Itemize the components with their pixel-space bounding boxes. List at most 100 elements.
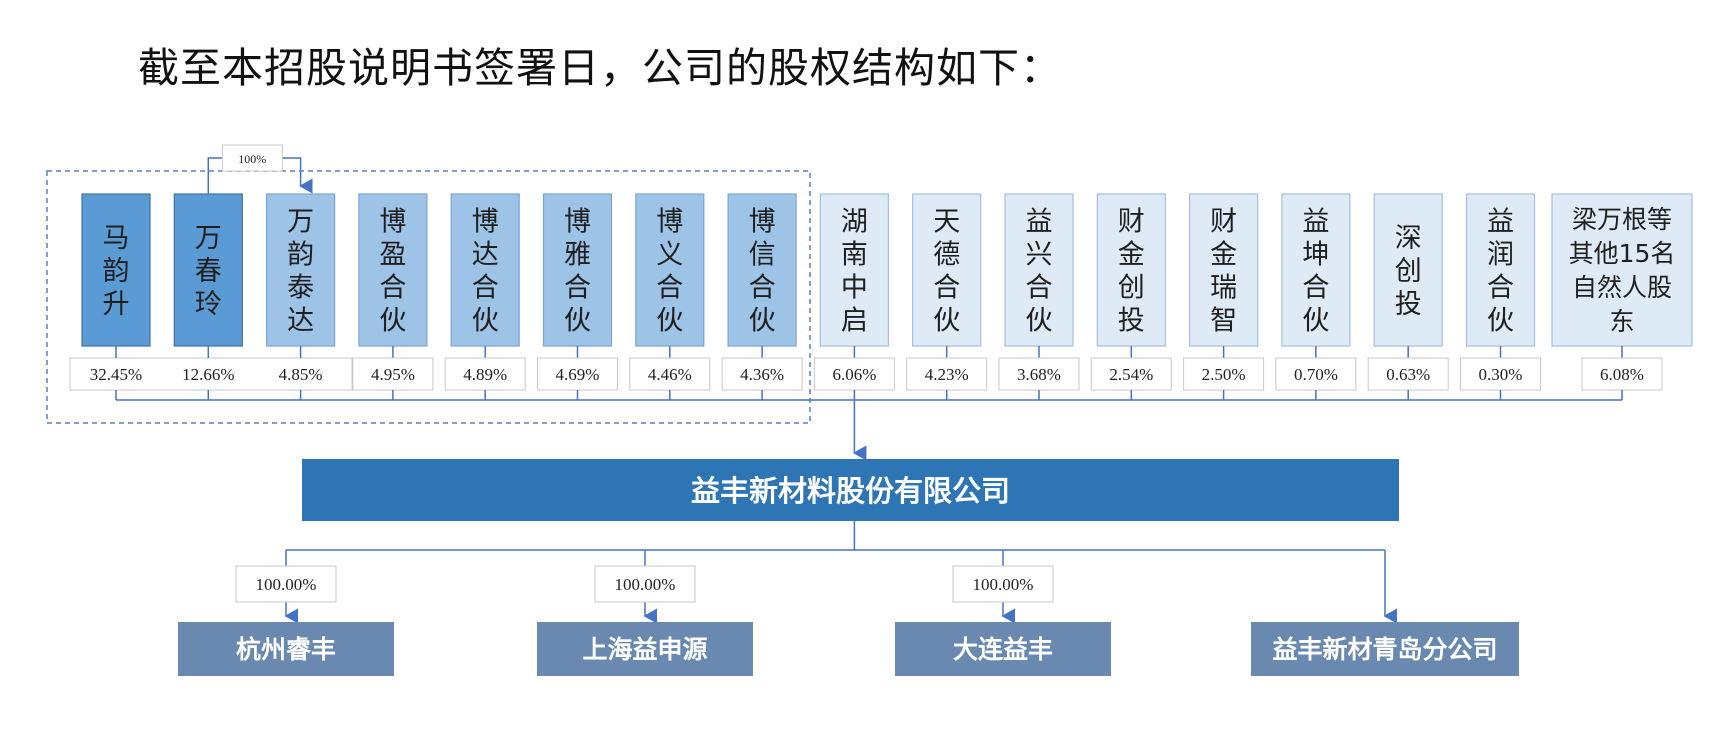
subsidiary-name: 上海益申源	[582, 635, 707, 664]
shareholder-box	[1373, 193, 1443, 347]
pct-label-box	[1367, 357, 1449, 391]
shareholder-name-char: 达	[472, 240, 499, 271]
shareholder-name-char: 深	[1395, 223, 1422, 254]
shareholder-name-char: 益	[1026, 207, 1053, 238]
shareholder-name-char: 伙	[749, 306, 776, 337]
shareholder-name-char: 伙	[656, 306, 683, 337]
shareholder-name-char: 合	[749, 273, 776, 304]
pct-label-box	[906, 357, 988, 391]
pct-label-box	[721, 357, 803, 391]
shareholder-box	[727, 193, 797, 347]
pct-label-box	[444, 357, 526, 391]
shareholder-pct: 6.08%	[1600, 365, 1644, 384]
pct-label-box	[813, 357, 895, 391]
shareholder-box	[635, 193, 705, 347]
shareholder-pct: 0.30%	[1479, 365, 1523, 384]
shareholder-name-char: 韵	[103, 256, 130, 287]
shareholder-pct: 4.85%	[279, 365, 323, 384]
shareholder-pct: 4.89%	[463, 365, 507, 384]
shareholder-pct: 0.70%	[1294, 365, 1338, 384]
pct-label-box	[1183, 357, 1265, 391]
pct-label-box	[998, 357, 1080, 391]
shareholder-name-char: 升	[103, 289, 130, 320]
pct-label-box	[537, 357, 618, 391]
shareholder-box	[1004, 193, 1074, 347]
shareholder-name-char: 玲	[195, 289, 222, 320]
shareholder-pct: 4.69%	[556, 365, 600, 384]
shareholder-pct: 32.45%	[90, 365, 142, 384]
shareholder-box	[1551, 193, 1693, 347]
shareholder-box	[912, 193, 982, 347]
shareholder-pct: 4.46%	[648, 365, 692, 384]
shareholder-name-char: 金	[1210, 240, 1237, 271]
shareholder-box	[266, 193, 336, 347]
shareholder-name: 其他15名	[1569, 239, 1676, 268]
shareholder-pct: 3.68%	[1017, 365, 1061, 384]
shareholder-name-char: 金	[1118, 240, 1145, 271]
shareholder-name-char: 伙	[564, 306, 591, 337]
shareholder-name-char: 合	[472, 273, 499, 304]
shareholder-name-char: 启	[841, 306, 868, 337]
shareholder-name-char: 博	[472, 207, 499, 238]
shareholder-name-char: 财	[1118, 207, 1145, 238]
shareholder-pct: 2.54%	[1109, 365, 1153, 384]
shareholder-name-char: 博	[379, 207, 406, 238]
shareholder-name-char: 投	[1118, 306, 1145, 337]
shareholder-name-char: 韵	[287, 240, 314, 271]
shareholder-name-char: 合	[1026, 273, 1053, 304]
shareholder-box	[1188, 193, 1259, 347]
shareholder-name-char: 万	[195, 223, 222, 254]
control-label-box	[221, 144, 283, 172]
subsidiary-pct: 100.00%	[256, 575, 317, 594]
shareholder-name: 东	[1609, 307, 1634, 336]
shareholder-name-char: 伙	[379, 306, 406, 337]
subsidiary-pct: 100.00%	[615, 575, 676, 594]
control-label: 100%	[238, 152, 266, 166]
shareholder-box	[1096, 193, 1166, 347]
shareholder-box	[358, 193, 428, 347]
shareholder-name-char: 益	[1487, 207, 1514, 238]
shareholder-name-char: 伙	[472, 306, 499, 337]
shareholder-pct: 0.63%	[1386, 365, 1430, 384]
controller-group-boundary	[46, 170, 811, 424]
shareholder-name-char: 德	[933, 240, 960, 271]
subsidiary-box	[1251, 622, 1519, 676]
shareholder-name-char: 马	[103, 223, 130, 254]
shareholder-pct: 12.66%	[182, 365, 234, 384]
shareholder-name-char: 盈	[379, 240, 406, 271]
subsidiary-box	[178, 622, 394, 676]
shareholder-name-char: 投	[1395, 289, 1422, 320]
shareholder-pct: 4.23%	[925, 365, 969, 384]
shareholder-name-char: 伙	[1026, 306, 1053, 337]
subsidiary-pct-box	[952, 565, 1054, 603]
shareholder-name-char: 智	[1210, 306, 1237, 337]
subsidiary-pct: 100.00%	[973, 575, 1034, 594]
shareholder-name-char: 博	[564, 207, 591, 238]
subsidiary-name: 大连益丰	[953, 635, 1053, 664]
subsidiary-box	[895, 622, 1111, 676]
shareholder-box	[450, 193, 520, 347]
shareholder-pct: 2.50%	[1202, 365, 1246, 384]
shareholder-name-char: 中	[841, 273, 868, 304]
shareholder-name-char: 合	[379, 273, 406, 304]
shareholder-name-char: 义	[656, 240, 683, 271]
shareholder-name-char: 南	[841, 240, 868, 271]
shareholder-name-char: 益	[1302, 207, 1329, 238]
company-box	[302, 459, 1399, 521]
shareholder-box	[1281, 193, 1351, 347]
shareholder-name-char: 合	[933, 273, 960, 304]
pct-label-box	[629, 357, 711, 391]
pct-label-box	[1460, 357, 1541, 391]
shareholder-name-char: 合	[1487, 273, 1514, 304]
shareholder-name-char: 天	[933, 207, 960, 238]
subsidiary-box	[537, 622, 753, 676]
shareholder-name: 梁万根等	[1572, 205, 1672, 234]
pct-label-box	[1090, 357, 1172, 391]
intro-text: 截至本招股说明书签署日，公司的股权结构如下：	[138, 44, 1062, 92]
shareholder-box	[819, 193, 890, 347]
subsidiary-pct-box	[235, 565, 337, 603]
shareholder-name-char: 创	[1395, 256, 1422, 287]
pct-strip-left	[69, 357, 353, 391]
shareholder-name-char: 伙	[1302, 306, 1329, 337]
